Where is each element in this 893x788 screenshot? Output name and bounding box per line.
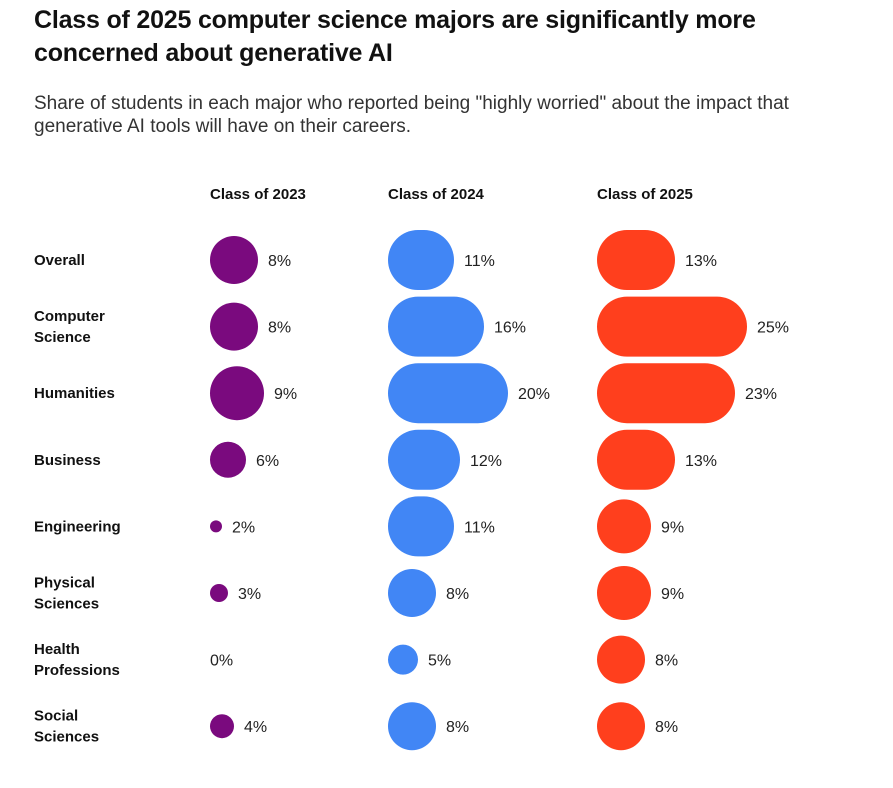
bar-2 <box>388 296 484 357</box>
value-label: 6% <box>256 453 279 470</box>
bar-1 <box>210 441 246 478</box>
category-label: Computer Science <box>34 308 105 346</box>
value-label: 9% <box>661 519 684 536</box>
bar-1 <box>210 236 258 284</box>
value-label: 8% <box>655 719 678 736</box>
bar-1 <box>210 584 228 602</box>
category-label: Business <box>34 452 101 469</box>
category-label: Humanities <box>34 385 115 402</box>
bar-3 <box>597 296 747 357</box>
value-label: 23% <box>745 386 777 403</box>
bar-2 <box>388 230 454 290</box>
bar-1 <box>210 520 222 533</box>
chart-subtitle: Share of students in each major who repo… <box>34 93 789 137</box>
chart-title: Class of 2025 computer science majors ar… <box>34 6 756 67</box>
value-label: 12% <box>470 453 502 470</box>
value-label: 11% <box>464 253 495 270</box>
category-label: Health Professions <box>34 641 120 679</box>
value-label: 2% <box>232 519 255 536</box>
value-label: 25% <box>757 320 789 337</box>
value-label: 8% <box>268 320 291 337</box>
category-label: Overall <box>34 252 85 269</box>
value-label: 8% <box>446 586 469 603</box>
bar-3 <box>597 429 675 490</box>
bar-3 <box>597 363 735 424</box>
bar-1 <box>210 302 258 351</box>
category-label: Physical Sciences <box>34 575 99 613</box>
value-label: 9% <box>274 386 297 403</box>
bar-3 <box>597 566 651 620</box>
bar-2 <box>388 644 418 675</box>
value-label: 9% <box>661 586 684 603</box>
bar-2 <box>388 496 454 557</box>
bar-3 <box>597 635 645 684</box>
value-label: 5% <box>428 653 451 670</box>
value-label: 0% <box>210 653 233 670</box>
series-header-2: Class of 2024 <box>388 186 485 203</box>
category-label: Social Sciences <box>34 708 99 746</box>
category-label: Engineering <box>34 518 121 535</box>
value-label: 13% <box>685 453 717 470</box>
value-label: 3% <box>238 586 261 603</box>
bar-3 <box>597 230 675 290</box>
value-label: 20% <box>518 386 550 403</box>
bar-1 <box>210 366 264 421</box>
value-label: 13% <box>685 253 717 270</box>
bar-2 <box>388 569 436 617</box>
series-header-1: Class of 2023 <box>210 186 306 203</box>
value-label: 16% <box>494 320 526 337</box>
value-label: 8% <box>268 253 291 270</box>
series-header-3: Class of 2025 <box>597 186 693 203</box>
bar-2 <box>388 429 460 490</box>
bar-2 <box>388 363 508 424</box>
value-label: 8% <box>446 719 469 736</box>
value-label: 4% <box>244 719 267 736</box>
bar-chart: Class of 2023 Class of 2024 Class of 2025 O… <box>34 186 789 751</box>
bar-3 <box>597 702 645 751</box>
bar-3 <box>597 499 651 554</box>
bar-2 <box>388 702 436 751</box>
value-label: 11% <box>464 519 495 536</box>
value-label: 8% <box>655 653 678 670</box>
bar-1 <box>210 714 234 739</box>
